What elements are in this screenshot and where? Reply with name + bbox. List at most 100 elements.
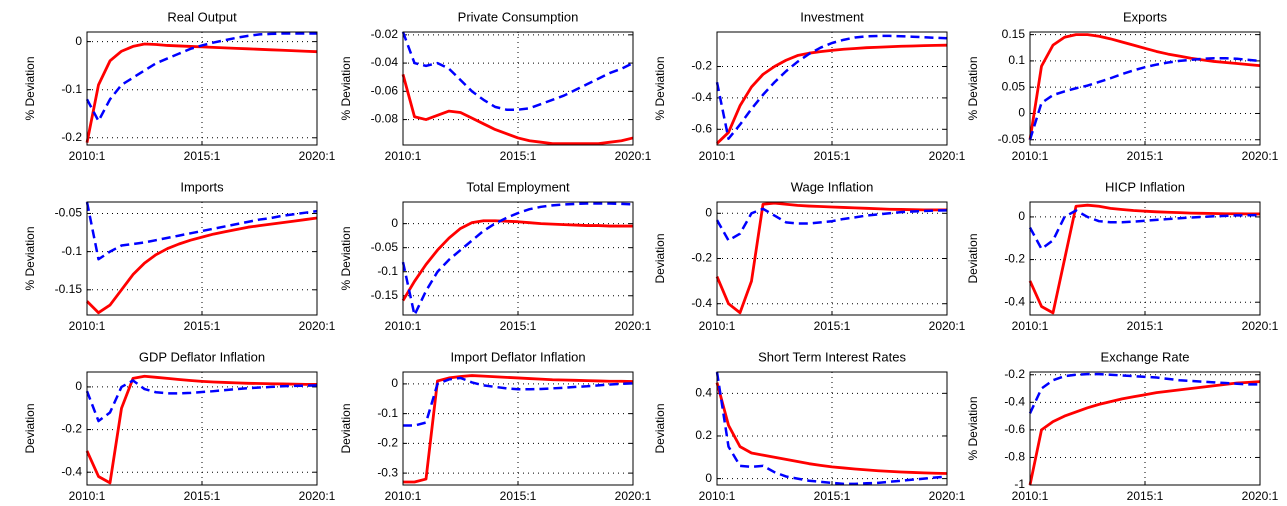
- y-axis-label: % Deviation: [966, 396, 980, 460]
- panel: HICP Inflation Deviation -0.4 -0.2 0 2010:1 20…: [966, 179, 1279, 333]
- plot-frame: [716, 31, 948, 146]
- plot-area: [403, 202, 633, 315]
- y-tick-label: -0.1: [377, 264, 398, 278]
- series-line: [715, 34, 948, 140]
- x-tick-label: 2015:1: [500, 319, 537, 333]
- panel-title: GDP Deflator Inflation: [139, 349, 265, 364]
- panel-title: Total Employment: [466, 179, 570, 194]
- x-tick-label: 2020:1: [929, 149, 966, 163]
- plot-frame: [1029, 371, 1261, 486]
- x-tick-label: 2010:1: [69, 489, 106, 503]
- y-tick-label: -0.05: [371, 240, 399, 254]
- y-tick-label: -0.2: [1004, 367, 1025, 381]
- y-tick-label: -0.4: [691, 296, 712, 310]
- x-tick-label: 2020:1: [299, 149, 336, 163]
- plot-area: [403, 32, 633, 145]
- series-line: [1028, 203, 1260, 315]
- series-line: [1028, 380, 1261, 486]
- y-tick-label: -0.4: [1004, 294, 1025, 308]
- x-tick-label: 2015:1: [1127, 319, 1164, 333]
- plot-frame: [716, 201, 948, 316]
- plot-area: [1030, 32, 1260, 145]
- y-tick-label: -0.4: [61, 464, 82, 478]
- y-tick-label: -0.05: [998, 132, 1026, 146]
- y-tick-label: 0: [705, 471, 712, 485]
- y-axis-label: Deviation: [23, 403, 37, 453]
- plot-frame: [1029, 31, 1261, 146]
- y-tick-label: -0.04: [371, 55, 399, 69]
- x-tick-label: 2010:1: [385, 489, 422, 503]
- x-tick-label: 2015:1: [184, 149, 221, 163]
- y-tick-label: -0.2: [61, 130, 82, 144]
- series-line: [1028, 33, 1261, 140]
- y-tick-label: 0: [75, 379, 82, 393]
- x-tick-label: 2010:1: [69, 319, 106, 333]
- x-tick-label: 2015:1: [1127, 489, 1164, 503]
- panel-title: Import Deflator Inflation: [450, 349, 585, 364]
- y-tick-label: 0: [75, 34, 82, 48]
- panel: Exports % Deviation -0.05 0 0.05 0.1 0.15 2010:…: [966, 9, 1279, 163]
- y-axis-label: % Deviation: [339, 226, 353, 290]
- plot-area: [1030, 372, 1260, 485]
- x-tick-label: 2020:1: [929, 489, 966, 503]
- x-tick-label: 2015:1: [814, 319, 851, 333]
- y-tick-label: 0.15: [1002, 27, 1026, 41]
- x-tick-label: 2015:1: [184, 319, 221, 333]
- series-line: [401, 219, 633, 302]
- y-tick-label: 0: [1018, 106, 1025, 120]
- y-tick-label: -0.1: [61, 82, 82, 96]
- x-tick-label: 2015:1: [500, 489, 537, 503]
- x-tick-label: 2020:1: [615, 319, 652, 333]
- y-tick-label: 0.2: [695, 428, 712, 442]
- y-axis-label: % Deviation: [339, 56, 353, 120]
- x-tick-label: 2020:1: [299, 319, 336, 333]
- plot-area: [87, 202, 317, 315]
- panel: Exchange Rate % Deviation -1 -0.8 -0.6 -0.4 -0…: [966, 349, 1279, 503]
- series-line: [85, 379, 318, 423]
- y-tick-label: 0: [391, 216, 398, 230]
- panel-title: Private Consumption: [458, 9, 579, 24]
- panel-title: HICP Inflation: [1105, 179, 1185, 194]
- panel-title: Investment: [800, 9, 864, 24]
- panel: Imports % Deviation -0.15 -0.1 -0.05 2010:1 20…: [23, 179, 336, 333]
- series-line: [403, 376, 634, 427]
- series-line: [715, 371, 948, 486]
- x-tick-label: 2010:1: [1012, 149, 1049, 163]
- y-tick-label: -0.05: [55, 206, 83, 220]
- series-line: [85, 42, 318, 143]
- panel: Short Term Interest Rates Deviation 0 0.2 0.…: [653, 349, 966, 503]
- y-tick-label: -0.1: [377, 406, 398, 420]
- y-tick-label: -0.2: [691, 59, 712, 73]
- y-tick-label: -0.15: [55, 282, 83, 296]
- y-tick-label: -1: [1014, 477, 1025, 491]
- series-line: [403, 374, 634, 484]
- plot-frame: [86, 31, 318, 146]
- panel: Real Output % Deviation -0.2 -0.1 0 2010:1 201…: [23, 9, 336, 163]
- panel-title: Exchange Rate: [1101, 349, 1190, 364]
- y-tick-label: -0.2: [1004, 252, 1025, 266]
- x-tick-label: 2020:1: [1242, 319, 1279, 333]
- y-tick-label: -0.02: [371, 27, 399, 41]
- x-tick-label: 2015:1: [814, 149, 851, 163]
- series-line: [85, 32, 317, 123]
- plot-frame: [86, 371, 318, 486]
- x-tick-label: 2020:1: [299, 489, 336, 503]
- series-line: [1028, 372, 1260, 414]
- x-tick-label: 2020:1: [1242, 149, 1279, 163]
- y-tick-label: 0: [705, 205, 712, 219]
- x-tick-label: 2010:1: [385, 319, 422, 333]
- x-tick-label: 2020:1: [615, 149, 652, 163]
- x-tick-label: 2020:1: [929, 319, 966, 333]
- y-tick-label: -0.6: [1004, 422, 1025, 436]
- series-line: [1028, 209, 1261, 251]
- panel-title: Exports: [1123, 9, 1168, 24]
- y-axis-label: % Deviation: [23, 56, 37, 120]
- plot-frame: [402, 31, 634, 146]
- x-tick-label: 2010:1: [385, 149, 422, 163]
- x-tick-label: 2010:1: [699, 319, 736, 333]
- panel: Private Consumption % Deviation -0.08 -0.06…: [339, 9, 652, 163]
- plot-area: [1030, 202, 1260, 315]
- y-axis-label: Deviation: [653, 233, 667, 283]
- plot-frame: [402, 371, 634, 486]
- y-tick-label: -0.8: [1004, 450, 1025, 464]
